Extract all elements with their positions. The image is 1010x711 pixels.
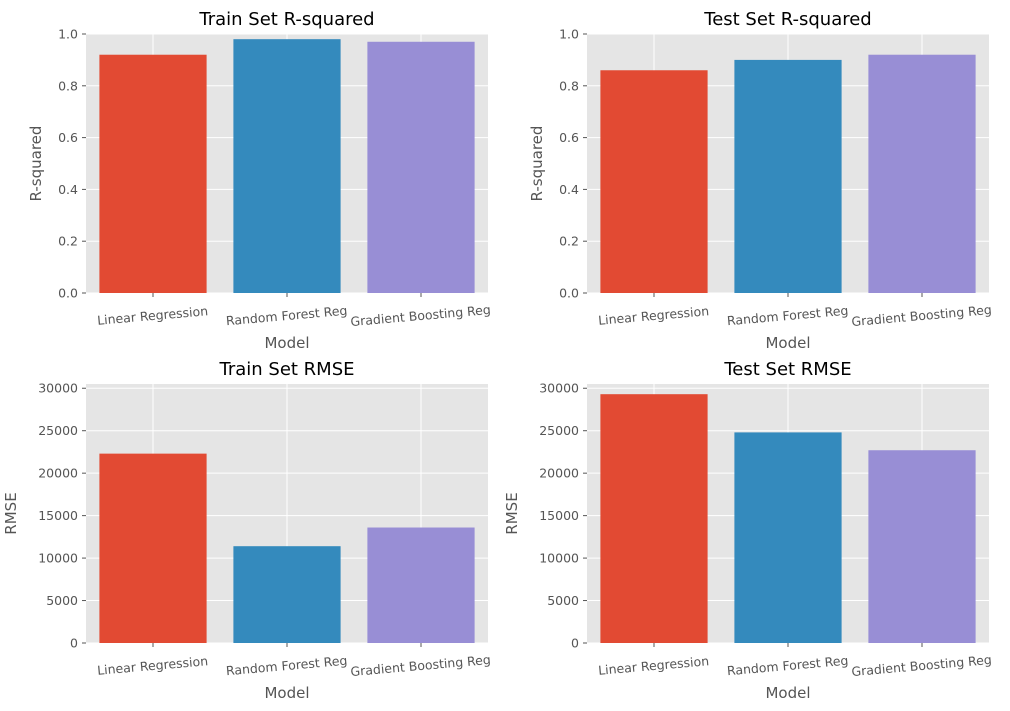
bar-gradient-boosting-reg <box>367 41 475 293</box>
x-tick-label: Gradient Boosting Reg <box>350 302 491 329</box>
y-tick-label: 10000 <box>539 551 579 566</box>
y-axis-label: R-squared <box>528 126 546 202</box>
y-tick-label: 5000 <box>46 593 78 608</box>
chart-title: Train Set R-squared <box>198 9 374 30</box>
x-axis-label: Model <box>264 334 309 352</box>
chart-panel-1: 0.0 0.2 0.4 0.6 0.8 1.0 Linear Regression Rando… <box>27 9 491 352</box>
bar-linear-regression <box>600 394 708 643</box>
y-tick-label: 0.0 <box>58 286 78 301</box>
chart-panel-3: 0 5000 10000 15000 20000 25000 30000 Linear Reg… <box>2 359 491 702</box>
y-tick-label: 0.8 <box>58 78 78 93</box>
x-axis-label: Model <box>765 684 810 702</box>
y-tick-label: 1.0 <box>559 27 579 42</box>
y-tick-label: 30000 <box>539 381 579 396</box>
y-tick-label: 0.4 <box>58 182 78 197</box>
chart-title: Train Set RMSE <box>218 359 354 380</box>
y-tick-label: 0.4 <box>559 182 579 197</box>
x-tick-label: Linear Regression <box>598 303 710 328</box>
y-tick-label: 30000 <box>38 381 78 396</box>
y-tick-label: 20000 <box>38 466 78 481</box>
y-axis-label: RMSE <box>503 492 521 534</box>
bar-random-forest-reg <box>734 432 842 643</box>
x-tick-label: Random Forest Reg <box>225 653 348 679</box>
x-tick-label: Random Forest Reg <box>726 653 849 679</box>
y-tick-label: 0.2 <box>559 234 579 249</box>
bar-random-forest-reg <box>233 39 341 294</box>
y-tick-label: 0 <box>70 636 78 651</box>
x-tick-label: Linear Regression <box>97 653 209 678</box>
y-tick-label: 15000 <box>38 508 78 523</box>
y-axis-label: R-squared <box>27 126 45 202</box>
x-tick-label: Gradient Boosting Reg <box>851 652 992 679</box>
y-axis-label: RMSE <box>2 492 20 534</box>
y-tick-label: 1.0 <box>58 27 78 42</box>
chart-panel-2: 0.0 0.2 0.4 0.6 0.8 1.0 Linear Regression Rando… <box>528 9 992 352</box>
chart-title: Test Set RMSE <box>723 359 851 380</box>
y-tick-label: 20000 <box>539 466 579 481</box>
bar-linear-regression <box>99 54 207 293</box>
y-tick-label: 25000 <box>38 423 78 438</box>
y-tick-label: 10000 <box>38 551 78 566</box>
y-tick-label: 0.8 <box>559 78 579 93</box>
bar-random-forest-reg <box>233 546 341 643</box>
bar-gradient-boosting-reg <box>868 450 976 643</box>
y-tick-label: 5000 <box>547 593 579 608</box>
chart-title: Test Set R-squared <box>703 9 871 30</box>
x-tick-label: Random Forest Reg <box>726 303 849 329</box>
y-tick-label: 0.0 <box>559 286 579 301</box>
x-axis-label: Model <box>765 334 810 352</box>
x-axis-label: Model <box>264 684 309 702</box>
x-tick-label: Gradient Boosting Reg <box>851 302 992 329</box>
x-tick-label: Random Forest Reg <box>225 303 348 329</box>
y-tick-label: 15000 <box>539 508 579 523</box>
x-tick-label: Linear Regression <box>97 303 209 328</box>
y-tick-label: 0.2 <box>58 234 78 249</box>
y-tick-label: 25000 <box>539 423 579 438</box>
bar-linear-regression <box>600 70 708 293</box>
bar-linear-regression <box>99 453 207 643</box>
y-tick-label: 0.6 <box>559 130 579 145</box>
x-tick-label: Gradient Boosting Reg <box>350 652 491 679</box>
y-tick-label: 0.6 <box>58 130 78 145</box>
y-tick-label: 0 <box>571 636 579 651</box>
chart-panel-4: 0 5000 10000 15000 20000 25000 30000 Linear Reg… <box>503 359 992 702</box>
bar-gradient-boosting-reg <box>868 54 976 293</box>
bar-random-forest-reg <box>734 59 842 294</box>
x-tick-label: Linear Regression <box>598 653 710 678</box>
bar-gradient-boosting-reg <box>367 527 475 643</box>
